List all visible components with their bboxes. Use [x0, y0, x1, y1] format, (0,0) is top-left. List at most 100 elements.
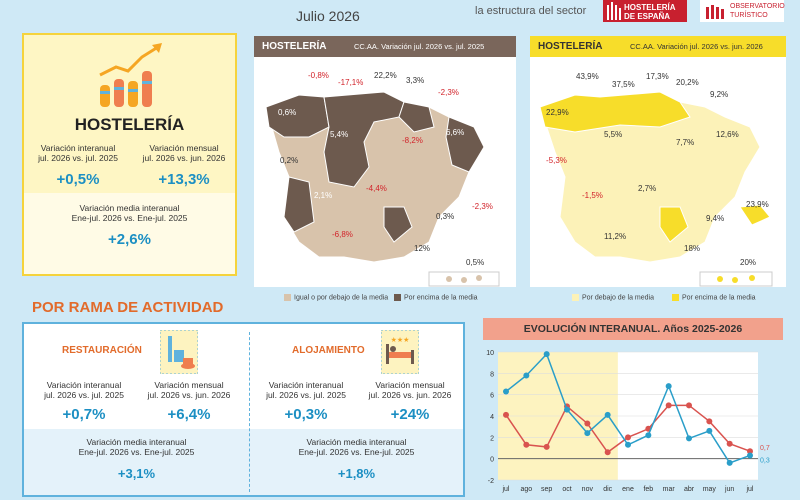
map2-subtitle: CC.AA. Variación jul. 2026 vs. jun. 2026	[630, 42, 763, 51]
aloj-avg-value: +1,8%	[337, 466, 376, 481]
rest-avg-label2: Ene-jul. 2026 vs. Ene-jul. 2025	[78, 447, 195, 457]
aloj-monthly-label1: Variación mensual	[375, 380, 445, 390]
hosteleria-logo: HOSTELERÍA DE ESPAÑA	[603, 0, 687, 22]
data-point	[503, 388, 509, 395]
map1-label: -6,8%	[332, 230, 353, 239]
map1-panel: HOSTELERÍA CC.AA. Variación jul. 2026 vs…	[254, 36, 516, 306]
summary-monthly-label2: jul. 2026 vs. jun. 2026	[142, 153, 226, 163]
map1-label: 3,3%	[406, 76, 425, 85]
logo-line1: HOSTELERÍA	[624, 3, 676, 12]
people-icon	[706, 5, 724, 19]
map2-label: 18%	[684, 244, 701, 253]
rest-monthly-label2: jul. 2026 vs. jun. 2026	[147, 390, 231, 400]
data-point	[604, 449, 611, 456]
rest-interannual-label1: Variación interanual	[46, 380, 122, 390]
x-tick-label: feb	[643, 486, 653, 493]
aloj-interannual-label2: jul. 2026 vs. jul. 2025	[266, 390, 346, 400]
data-point	[584, 420, 591, 427]
map2-area	[530, 57, 786, 287]
map1-subtitle: CC.AA. Variación jul. 2026 vs. jul. 2025	[354, 42, 485, 51]
summary-interannual-label1: Variación interanual	[40, 143, 116, 153]
map2-label: 9,4%	[706, 214, 725, 223]
alojamiento-title: ALOJAMIENTO	[292, 345, 365, 356]
map2-label: 9,2%	[710, 90, 729, 99]
map1-legend-below: Igual o por debajo de la media	[294, 294, 389, 302]
header-subtitle: la estructura del sector	[475, 5, 587, 17]
data-point	[747, 452, 753, 459]
report-date: Julio 2026	[296, 8, 360, 24]
chart-title: EVOLUCIÓN INTERANUAL. Años 2025-2026	[483, 318, 783, 340]
aloj-avg-label2: Ene-jul. 2026 vs. Ene-jul. 2025	[298, 447, 415, 457]
map2-label: 43,9%	[576, 72, 599, 81]
x-tick-label: abr	[684, 486, 695, 493]
map2-label: 20,2%	[676, 78, 699, 87]
map1-title: HOSTELERÍA	[262, 41, 327, 52]
rama-section-title: POR RAMA DE ACTIVIDAD	[32, 299, 224, 316]
legend2-above-swatch	[672, 294, 679, 301]
map1-label: 2,1%	[314, 191, 333, 200]
map2-label: 12,6%	[716, 130, 739, 139]
data-point	[645, 432, 652, 439]
x-tick-label: ene	[622, 486, 634, 493]
bed-icon: ★★★	[381, 330, 419, 374]
x-tick-label: ago	[520, 486, 532, 493]
map2-title: HOSTELERÍA	[538, 41, 603, 52]
rest-monthly-value: +6,4%	[167, 406, 211, 423]
summary-avg-value: +2,6%	[108, 231, 151, 248]
logo2-line2: TURÍSTICO	[730, 12, 768, 19]
aloj-interannual-value: +0,3%	[284, 406, 328, 423]
restauracion-title: RESTAURACIÓN	[62, 345, 142, 356]
map2-label: 5,5%	[604, 130, 623, 139]
aloj-avg-label1: Variación media interanual	[306, 437, 407, 447]
legend2-below-swatch	[572, 294, 579, 301]
x-tick-label: jun	[724, 486, 734, 493]
summary-avg-label1: Variación media interanual	[79, 203, 180, 213]
y-tick-label: 2	[490, 435, 494, 442]
data-point	[543, 443, 550, 450]
map2-legend-below: Por debajo de la media	[582, 294, 654, 302]
y-tick-label: 8	[490, 371, 494, 378]
y-tick-label: 6	[490, 393, 494, 400]
map2-label: 11,2%	[604, 232, 627, 241]
data-point	[686, 402, 692, 409]
map1-label: 6,6%	[446, 128, 465, 137]
data-point	[726, 459, 733, 466]
data-point	[503, 411, 509, 418]
aloj-monthly-value: +24%	[390, 406, 430, 423]
x-tick-label: jul	[501, 486, 509, 493]
map2-spain-map	[539, 91, 773, 287]
map1-label: -4,4%	[366, 184, 387, 193]
x-tick-label: mar	[663, 486, 676, 493]
map2-label: 7,7%	[676, 138, 695, 147]
summary-monthly-label1: Variación mensual	[149, 143, 219, 153]
y-tick-label: 4	[490, 414, 494, 421]
data-point	[625, 434, 631, 441]
data-point	[706, 418, 713, 425]
map1-label: -8,2%	[402, 136, 423, 145]
map1-label: 12%	[414, 244, 431, 253]
map1-label: 0,2%	[280, 156, 299, 165]
map1-label: 22,2%	[374, 71, 397, 80]
growth-chart-icon	[99, 43, 162, 107]
map2-label: 17,3%	[646, 72, 669, 81]
map1-header: HOSTELERÍA CC.AA. Variación jul. 2026 vs…	[254, 36, 516, 57]
x-tick-label: nov	[582, 486, 594, 493]
summary-avg-panel: Variación media interanual Ene-jul. 2026 …	[24, 193, 235, 274]
data-point	[686, 435, 692, 442]
map2-label: -1,5%	[582, 191, 603, 200]
data-point	[665, 383, 672, 390]
map2-panel: HOSTELERÍA CC.AA. Variación jul. 2026 vs…	[530, 36, 786, 306]
rest-interannual-label2: jul. 2026 vs. jul. 2025	[44, 390, 124, 400]
data-point	[726, 440, 733, 447]
restaurant-icon	[160, 330, 198, 374]
summary-interannual-label2: jul. 2026 vs. jul. 2025	[38, 153, 118, 163]
summary-title: HOSTELERÍA	[74, 115, 185, 134]
svg-text:★★★: ★★★	[391, 336, 410, 344]
data-point	[747, 448, 753, 455]
data-point	[665, 402, 672, 409]
rest-interannual-value: +0,7%	[62, 406, 106, 423]
map1-label: -2,3%	[438, 88, 459, 97]
rama-box: RESTAURACIÓN Variación interanual jul. 20…	[22, 322, 465, 497]
y-tick-label: 10	[486, 350, 494, 357]
summary-interannual-value: +0,5%	[56, 171, 100, 188]
